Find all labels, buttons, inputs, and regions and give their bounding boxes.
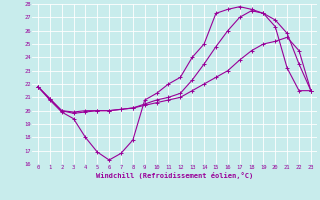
X-axis label: Windchill (Refroidissement éolien,°C): Windchill (Refroidissement éolien,°C): [96, 172, 253, 179]
